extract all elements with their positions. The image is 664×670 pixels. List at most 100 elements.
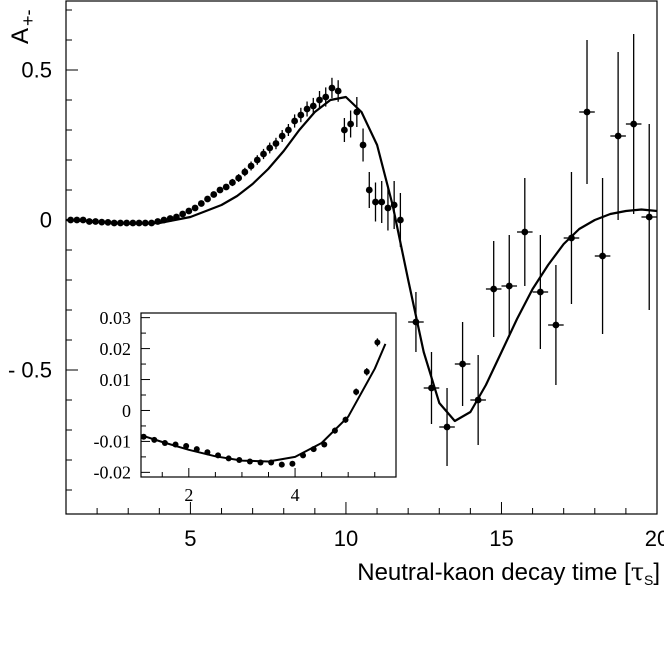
main-data-point bbox=[408, 292, 424, 352]
main-data-point bbox=[79, 216, 87, 224]
inset-data-point bbox=[151, 436, 158, 443]
main-marker bbox=[390, 201, 398, 209]
inset-marker bbox=[172, 441, 179, 448]
main-marker bbox=[521, 228, 529, 236]
inset-data-point bbox=[268, 459, 275, 466]
main-marker bbox=[110, 219, 118, 227]
inset-marker bbox=[321, 441, 328, 448]
x-axis-label-sub: S bbox=[644, 572, 653, 588]
inset-y-tick-label: -0.02 bbox=[94, 463, 132, 483]
x-axis-label: Neutral-kaon decay time [τS] bbox=[357, 558, 660, 588]
main-data-point bbox=[378, 181, 386, 223]
main-data-point bbox=[266, 142, 274, 154]
main-data-point bbox=[359, 128, 367, 162]
main-marker bbox=[372, 198, 379, 206]
main-data-point bbox=[253, 155, 261, 165]
main-marker bbox=[92, 218, 99, 225]
main-data-point bbox=[470, 355, 486, 445]
inset-marker bbox=[353, 388, 360, 395]
main-marker bbox=[396, 216, 404, 224]
main-data-point bbox=[579, 40, 595, 184]
main-marker bbox=[291, 117, 299, 125]
inset-data-point bbox=[161, 439, 168, 446]
inset-plot: 2 4 0.03 0.02 0.01 0 -0.01 -0.02 bbox=[94, 308, 397, 505]
inset-data-point bbox=[321, 441, 328, 448]
main-data-point bbox=[166, 215, 174, 222]
main-marker bbox=[222, 183, 230, 191]
main-data-point bbox=[222, 183, 230, 191]
main-marker bbox=[241, 168, 249, 176]
inset-data-point bbox=[225, 455, 232, 462]
main-data-point bbox=[563, 172, 580, 304]
inset-marker bbox=[161, 439, 168, 446]
main-data-point bbox=[216, 186, 224, 194]
main-marker bbox=[204, 195, 211, 203]
main-marker bbox=[347, 120, 355, 128]
main-data-point bbox=[641, 124, 657, 310]
main-data-point bbox=[191, 204, 199, 212]
inset-x-tick-label: 4 bbox=[291, 485, 300, 505]
main-data-point bbox=[241, 167, 249, 177]
main-x-tick-label: 15 bbox=[489, 526, 513, 551]
main-y-tick-label: - 0.5 bbox=[8, 358, 52, 383]
main-data-point bbox=[396, 193, 404, 247]
main-data-point bbox=[278, 130, 286, 142]
inset-marker bbox=[300, 452, 307, 459]
main-data-point bbox=[594, 178, 611, 334]
main-data-point bbox=[372, 182, 379, 222]
main-marker bbox=[117, 219, 124, 227]
main-marker bbox=[266, 144, 274, 152]
main-x-tick-label: 10 bbox=[334, 526, 358, 551]
main-marker bbox=[104, 219, 112, 226]
inset-marker bbox=[374, 339, 381, 346]
main-marker bbox=[328, 84, 336, 92]
main-data-point bbox=[260, 148, 267, 160]
main-data-point bbox=[104, 219, 112, 226]
main-data-point bbox=[334, 80, 342, 102]
inset-data-point bbox=[278, 461, 285, 468]
inset-marker bbox=[278, 461, 285, 468]
main-marker bbox=[141, 219, 149, 227]
main-marker bbox=[197, 200, 205, 207]
main-data-point bbox=[625, 34, 642, 214]
main-data-point bbox=[517, 178, 533, 286]
inset-data-point bbox=[331, 427, 338, 434]
main-marker bbox=[568, 234, 575, 242]
main-data-point bbox=[322, 87, 330, 107]
inset-y-tick-label: 0.02 bbox=[100, 339, 132, 359]
main-marker bbox=[148, 219, 155, 227]
main-marker bbox=[129, 219, 137, 227]
x-axis-label-close: ] bbox=[653, 559, 660, 586]
main-marker bbox=[309, 102, 317, 110]
main-marker bbox=[536, 288, 544, 296]
main-data-point bbox=[439, 388, 455, 466]
inset-tick-labels: 2 4 0.03 0.02 0.01 0 -0.01 -0.02 bbox=[94, 308, 300, 505]
inset-y-tick-label: 0 bbox=[122, 401, 131, 421]
main-marker bbox=[247, 162, 255, 170]
inset-data-point bbox=[204, 449, 211, 456]
inset-marker bbox=[246, 458, 253, 465]
main-data-point bbox=[204, 195, 211, 203]
inset-data-points bbox=[140, 338, 381, 468]
main-marker bbox=[378, 198, 386, 206]
main-marker bbox=[645, 213, 653, 221]
main-marker bbox=[630, 120, 638, 128]
main-axis-ticks bbox=[65, 9, 658, 514]
main-data-point bbox=[129, 219, 137, 227]
main-x-tick-label: 20 bbox=[645, 526, 664, 551]
inset-y-tick-label: 0.01 bbox=[100, 370, 132, 390]
main-marker bbox=[191, 204, 199, 212]
inset-data-point bbox=[353, 388, 360, 396]
main-marker bbox=[384, 204, 392, 212]
y-axis-label-main: A bbox=[7, 28, 34, 44]
main-data-point bbox=[85, 218, 93, 225]
main-data-point bbox=[390, 181, 398, 229]
main-marker bbox=[459, 360, 466, 368]
main-marker bbox=[322, 93, 330, 101]
main-y-tick-label: 0.5 bbox=[21, 58, 52, 83]
inset-marker bbox=[310, 446, 317, 453]
main-marker bbox=[365, 186, 373, 194]
main-marker bbox=[166, 215, 174, 222]
inset-data-point bbox=[257, 459, 264, 466]
